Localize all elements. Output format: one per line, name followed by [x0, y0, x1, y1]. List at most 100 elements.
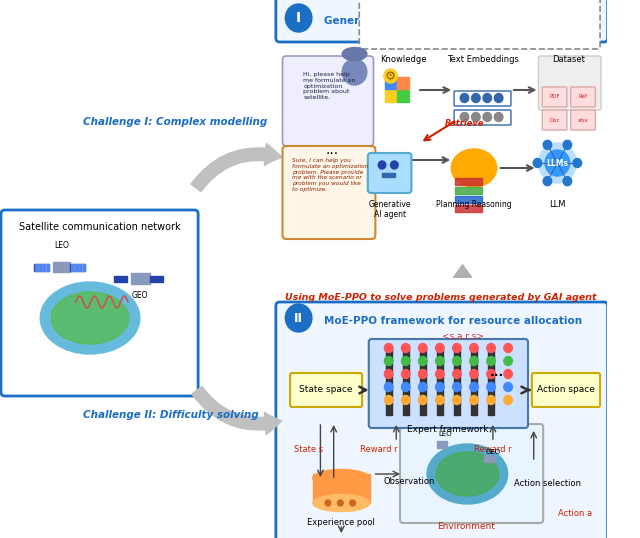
Circle shape	[460, 94, 468, 103]
FancyBboxPatch shape	[276, 302, 607, 538]
Text: LLMs: LLMs	[547, 159, 568, 167]
Bar	[150, 276, 163, 282]
Circle shape	[436, 370, 444, 379]
Circle shape	[401, 343, 410, 352]
Text: LEO: LEO	[439, 431, 452, 437]
Bar	[47, 264, 49, 271]
FancyBboxPatch shape	[369, 339, 528, 428]
FancyBboxPatch shape	[542, 110, 567, 130]
Circle shape	[436, 343, 444, 352]
Circle shape	[436, 383, 444, 392]
Circle shape	[504, 357, 513, 365]
FancyBboxPatch shape	[454, 110, 511, 125]
Text: MoE-PPO framework for resource allocation: MoE-PPO framework for resource allocatio…	[324, 316, 582, 326]
Text: GEO: GEO	[132, 291, 148, 300]
Text: LLM: LLM	[549, 200, 566, 209]
Bar	[114, 276, 127, 282]
Text: Environment: Environment	[438, 522, 495, 531]
Bar	[454, 347, 460, 415]
Bar	[455, 178, 481, 185]
Circle shape	[472, 112, 480, 122]
FancyBboxPatch shape	[359, 0, 600, 49]
Circle shape	[504, 395, 513, 405]
Text: Expert framework: Expert framework	[407, 425, 488, 434]
Circle shape	[483, 112, 492, 122]
Text: ...: ...	[490, 365, 504, 379]
Text: Satellite communication network: Satellite communication network	[19, 222, 180, 232]
Bar	[34, 264, 49, 271]
Circle shape	[504, 370, 513, 379]
Text: Planning Reasoning: Planning Reasoning	[436, 200, 512, 209]
Text: ...: ...	[325, 143, 339, 157]
Bar	[313, 474, 370, 503]
Circle shape	[543, 140, 552, 150]
Circle shape	[472, 94, 480, 103]
FancyBboxPatch shape	[532, 373, 600, 407]
Text: Using MoE-PPO to solve problems generated by GAI agent: Using MoE-PPO to solve problems generate…	[285, 293, 596, 301]
Text: Observation: Observation	[384, 478, 435, 486]
Circle shape	[452, 343, 461, 352]
Circle shape	[487, 395, 495, 405]
Circle shape	[419, 357, 427, 365]
Circle shape	[470, 357, 478, 365]
Text: Retrieve: Retrieve	[445, 119, 484, 129]
Text: I: I	[296, 11, 301, 25]
Circle shape	[337, 500, 343, 506]
Circle shape	[573, 159, 582, 167]
Text: Challenge I: Complex modelling: Challenge I: Complex modelling	[83, 117, 268, 127]
Circle shape	[378, 161, 386, 169]
Circle shape	[452, 383, 461, 392]
Ellipse shape	[342, 47, 367, 60]
Bar	[75, 264, 77, 271]
Circle shape	[538, 143, 577, 183]
Ellipse shape	[40, 282, 140, 354]
Circle shape	[384, 69, 397, 83]
Circle shape	[452, 370, 461, 379]
FancyArrowPatch shape	[191, 144, 282, 192]
Bar	[83, 264, 85, 271]
Text: Experience pool: Experience pool	[307, 518, 375, 527]
Circle shape	[504, 343, 513, 352]
Bar	[397, 77, 408, 89]
Circle shape	[385, 357, 393, 365]
Circle shape	[419, 343, 427, 352]
FancyArrowPatch shape	[454, 265, 472, 277]
Text: State s: State s	[294, 445, 323, 455]
Text: Hi, please help
me formulate an
optimization
problem about
satellite.: Hi, please help me formulate an optimiza…	[303, 72, 356, 100]
Circle shape	[452, 395, 461, 405]
Circle shape	[419, 395, 427, 405]
Text: GEO: GEO	[485, 449, 500, 455]
Circle shape	[470, 383, 478, 392]
Bar	[43, 264, 45, 271]
Circle shape	[401, 383, 410, 392]
Ellipse shape	[436, 452, 499, 496]
FancyBboxPatch shape	[282, 56, 374, 146]
Text: II: II	[294, 312, 303, 324]
Circle shape	[487, 343, 495, 352]
Circle shape	[401, 370, 410, 379]
Circle shape	[487, 383, 495, 392]
Bar	[403, 347, 408, 415]
Bar	[471, 347, 477, 415]
Circle shape	[487, 370, 495, 379]
Bar	[382, 173, 396, 177]
Circle shape	[545, 150, 570, 176]
Ellipse shape	[51, 292, 129, 344]
Text: Challenge II: Difficulty solving: Challenge II: Difficulty solving	[83, 410, 259, 420]
FancyBboxPatch shape	[282, 146, 376, 239]
Bar	[455, 187, 481, 194]
Bar	[488, 347, 494, 415]
Circle shape	[470, 343, 478, 352]
Text: Action selection: Action selection	[515, 479, 581, 489]
Circle shape	[436, 357, 444, 365]
Bar	[53, 262, 70, 272]
Circle shape	[470, 370, 478, 379]
Text: State space: State space	[300, 386, 353, 394]
Ellipse shape	[313, 494, 370, 512]
FancyBboxPatch shape	[1, 210, 198, 396]
Bar	[455, 196, 481, 203]
Text: LEO: LEO	[54, 241, 69, 250]
Circle shape	[350, 500, 355, 506]
Bar	[386, 347, 392, 415]
Text: Knowledge: Knowledge	[380, 55, 426, 64]
